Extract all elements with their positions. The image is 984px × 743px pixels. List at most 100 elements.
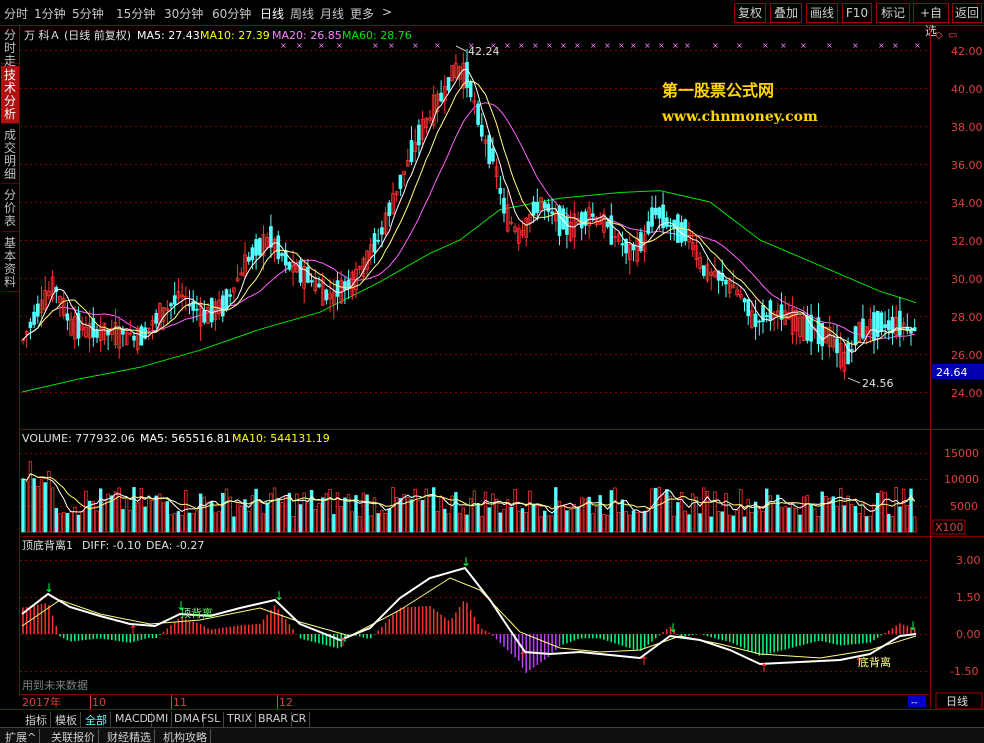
tab-dma[interactable]: DMA (171, 712, 204, 727)
institution-tips-tab[interactable]: 机构攻略 (160, 729, 211, 743)
volume-bar (628, 514, 632, 533)
volume-bar (698, 513, 702, 533)
add-watchlist-button[interactable]: +自选 (913, 3, 949, 38)
candle-body (232, 287, 236, 293)
volume-bar (47, 470, 51, 533)
volume-bar (750, 512, 754, 533)
volume-bar (324, 493, 329, 533)
volume-bar (309, 489, 314, 533)
related-quotes-tab[interactable]: 关联报价 (48, 729, 99, 743)
candle-body (132, 335, 136, 341)
period-daily[interactable]: 日线 (260, 7, 285, 21)
candle-body (628, 243, 632, 261)
volume-bar (139, 488, 144, 533)
volume-bar (80, 511, 84, 533)
candle-body (476, 103, 480, 125)
volume-bar (631, 510, 636, 533)
candle-body (650, 207, 654, 227)
volume-bar (428, 494, 432, 533)
f10-button[interactable]: F10 (842, 3, 872, 23)
expand-panel-button[interactable]: 扩展^ (2, 729, 41, 743)
volume-bar (898, 506, 902, 533)
chevron-right-icon[interactable]: > (382, 5, 393, 19)
volume-bar (354, 495, 358, 533)
volume-bar (535, 504, 539, 533)
candle-body (568, 221, 573, 241)
tab-all[interactable]: 全部 (82, 712, 111, 727)
candle-body (43, 290, 47, 310)
volume-bar (746, 499, 750, 533)
tab-trix[interactable]: TRIX (224, 712, 257, 727)
tab-template[interactable]: 模板 (52, 712, 81, 727)
period-5min[interactable]: 5分钟 (72, 7, 104, 21)
expand-icon[interactable]: ▭ (948, 30, 957, 41)
candle-body (716, 270, 721, 281)
volume-bar (387, 508, 391, 533)
tab-dmi[interactable]: DMI (144, 712, 173, 727)
sell-arrow-icon: ↓ (274, 589, 284, 603)
volume-bar (779, 507, 784, 533)
svg-text:◇: ◇ (935, 30, 943, 41)
period-monthly[interactable]: 月线 (320, 7, 345, 21)
period-1min[interactable]: 1分钟 (34, 7, 66, 21)
candle-body (176, 291, 181, 299)
tab-indicator[interactable]: 指标 (22, 712, 51, 727)
svg-text:×: × (490, 41, 497, 50)
dea-line (21, 577, 917, 659)
period-weekly[interactable]: 周线 (290, 7, 315, 21)
volume-bar (361, 492, 366, 533)
volume-bar (291, 516, 295, 533)
tab-fsl[interactable]: FSL (198, 712, 225, 727)
volume-bar (106, 493, 110, 533)
volume-bar (102, 498, 107, 533)
volume-bar (180, 515, 184, 533)
svg-text:×: × (590, 41, 597, 50)
date-tick: 2017年 (22, 695, 61, 709)
volume-bar (661, 494, 665, 533)
ma20-readout: MA20: 26.85 (272, 29, 342, 42)
back-button[interactable]: 返回 (952, 3, 982, 23)
period-indicator-box[interactable]: 日线 (946, 694, 968, 708)
tab-macd[interactable]: MACD (112, 712, 152, 727)
period-60min[interactable]: 60分钟 (212, 7, 252, 21)
tab-trades[interactable]: 成交明细 (1, 126, 19, 184)
volume-bar (184, 490, 188, 533)
tab-technical[interactable]: 技术分析 (1, 66, 19, 124)
period-30min[interactable]: 30分钟 (164, 7, 204, 21)
tab-brar[interactable]: BRAR (255, 712, 292, 727)
volume-bar (646, 508, 650, 533)
volume-bar (842, 505, 847, 533)
volume-bar (868, 515, 872, 533)
finance-picks-tab[interactable]: 财经精选 (104, 729, 155, 743)
mark-button[interactable]: 标记 (876, 3, 910, 23)
volume-bar (209, 501, 214, 533)
tab-cr[interactable]: CR (288, 712, 311, 727)
candle-body (776, 310, 780, 316)
volume-bar (635, 512, 639, 533)
volume-unit-badge: X100 (935, 521, 964, 534)
sell-arrow-icon: ↓ (668, 621, 678, 635)
draw-line-button[interactable]: 画线 (806, 3, 838, 23)
volume-bar (217, 511, 221, 533)
candle-body (472, 100, 477, 104)
volume-bar (487, 507, 491, 533)
volume-bar (169, 514, 173, 533)
volume-bar (872, 503, 876, 533)
overlay-button[interactable]: 叠加 (770, 3, 802, 23)
candle-body (169, 303, 173, 307)
candle-body (620, 243, 625, 246)
stock-name: 万 科Ａ (24, 28, 61, 42)
volume-bar (720, 511, 724, 533)
volume-bar (176, 511, 181, 533)
period-more[interactable]: 更多 (350, 7, 375, 21)
volume-bar (757, 508, 761, 533)
period-fenshi[interactable]: 分时 (4, 7, 29, 21)
fuquan-button[interactable]: 复权 (734, 3, 766, 23)
candle-body (875, 310, 880, 337)
tab-price-table[interactable]: 分价表 (1, 186, 19, 232)
period-15min[interactable]: 15分钟 (116, 7, 156, 21)
volume-bar (87, 500, 92, 533)
buy-arrow-icon: ↑ (854, 655, 864, 669)
tab-fundamentals[interactable]: 基本资料 (1, 234, 19, 292)
